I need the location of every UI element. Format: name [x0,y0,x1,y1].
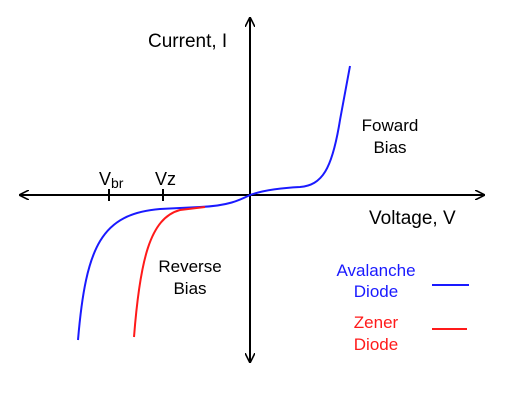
forward-bias-label-line2: Bias [373,138,406,157]
legend: Avalanche Diode Zener Diode [336,261,469,354]
reverse-bias-label-line1: Reverse [158,257,221,276]
forward-bias-label-line1: Foward [362,116,419,135]
legend-avalanche-line2: Diode [354,282,398,301]
vbr-subscript: br [111,175,124,191]
zener-diode-curve [133,206,206,338]
reverse-bias-label-line2: Bias [173,279,206,298]
y-axis-label: Current, I [148,31,227,52]
vbr-tick-label: Vbr [99,169,124,191]
vz-tick-label: Vz [155,169,176,189]
legend-zener-line1: Zener [354,313,399,332]
legend-avalanche-line1: Avalanche [336,261,415,280]
avalanche-diode-curve [77,65,351,341]
vbr-main: V [99,169,111,189]
legend-zener-line2: Diode [354,335,398,354]
x-axis-label: Voltage, V [369,208,456,229]
